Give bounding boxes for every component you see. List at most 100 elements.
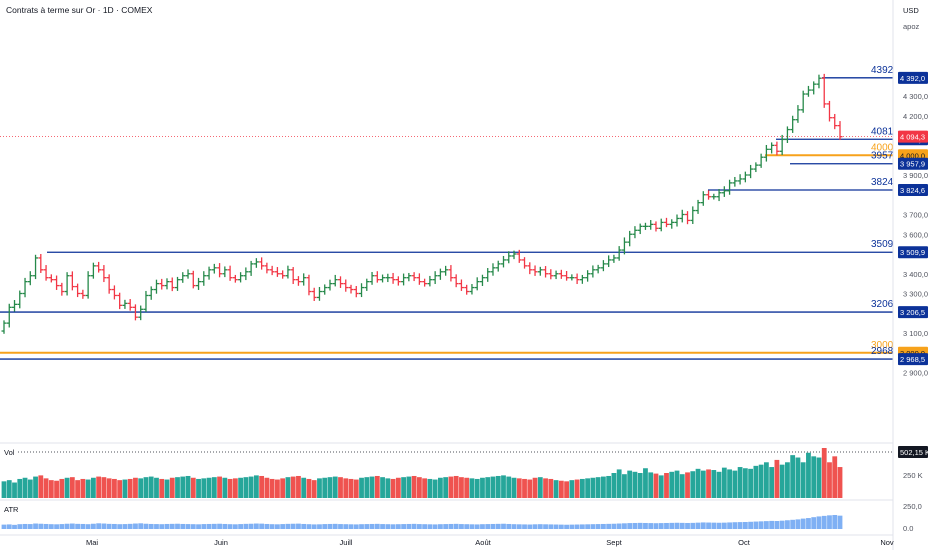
scale-mode-label[interactable]: apoz <box>903 22 920 31</box>
volume-last-tag-label: 502,15 K <box>900 448 930 457</box>
x-tick-label: Sept <box>606 538 622 547</box>
level-tag <box>898 157 928 170</box>
volume-bar <box>106 478 112 498</box>
volume-bar <box>64 477 70 498</box>
volume-bar <box>516 478 522 498</box>
level-tag-label: 4 392,0 <box>900 74 925 83</box>
atr-bar <box>17 524 23 529</box>
y-tick-label: 3 400,0 <box>903 270 928 279</box>
volume-bar <box>369 476 375 498</box>
volume-bar <box>190 477 196 498</box>
volume-bar <box>816 457 822 498</box>
volume-bar <box>574 479 580 498</box>
atr-bar <box>564 524 569 529</box>
atr-bar <box>169 523 175 529</box>
atr-bar <box>806 518 811 529</box>
time-axis[interactable]: Mai Juin Juill Août Sept Oct Nov <box>86 538 894 547</box>
atr-tick-label: 0.0 <box>903 524 913 533</box>
volume-bar <box>522 478 527 498</box>
volume-bar <box>485 477 491 498</box>
atr-bar <box>685 522 690 529</box>
y-tick-label: 3 300,0 <box>903 290 928 299</box>
volume-bar <box>821 448 827 498</box>
atr-bar <box>832 515 838 529</box>
volume-bar <box>290 476 296 498</box>
atr-bar <box>585 524 591 529</box>
atr-bar <box>622 523 627 529</box>
volume-bar <box>406 476 412 498</box>
volume-bar <box>22 477 28 498</box>
atr-bar <box>143 523 149 529</box>
volume-bar <box>416 477 422 498</box>
level-tag-label: 3 206,5 <box>900 308 925 317</box>
volume-bar <box>48 480 54 498</box>
y-tick-label: 4 300,0 <box>903 92 928 101</box>
volume-bar <box>585 478 591 498</box>
atr-bar <box>506 523 512 529</box>
volume-bar <box>674 470 680 498</box>
volume-bar <box>763 462 769 498</box>
atr-bar <box>406 523 412 529</box>
volume-bar <box>411 475 417 498</box>
volume-bar <box>217 476 222 498</box>
atr-bar <box>706 522 711 529</box>
volume-bar <box>96 476 102 498</box>
atr-bar <box>369 523 375 529</box>
atr-bar <box>301 523 307 529</box>
volume-bar <box>133 477 138 498</box>
volume-bar <box>269 478 275 498</box>
volume-bar <box>622 474 627 498</box>
volume-bar <box>716 471 722 498</box>
atr-bar <box>232 524 238 529</box>
atr-bar <box>495 523 501 529</box>
volume-bar <box>753 465 759 498</box>
volume-bar <box>327 477 333 498</box>
atr-bar <box>343 524 349 529</box>
atr-bar <box>217 523 222 529</box>
volume-bar <box>54 480 59 498</box>
atr-bar <box>811 517 817 529</box>
volume-bar <box>122 479 128 498</box>
atr-bar <box>595 524 601 529</box>
volume-bar <box>306 478 312 498</box>
atr-bar <box>664 522 669 529</box>
currency-label: USD <box>903 6 919 15</box>
volume-bar <box>169 477 175 498</box>
atr-bar <box>611 523 617 529</box>
price-axis[interactable]: 4 300,0 4 200,0 3 900,0 3 700,0 3 600,0 3 400… <box>892 0 930 550</box>
atr-bar <box>600 523 606 529</box>
volume-bar <box>695 468 701 498</box>
volume-bar <box>343 478 349 498</box>
atr-bar <box>322 524 328 529</box>
volume-tick-label: 250 K <box>903 471 923 480</box>
atr-bar <box>38 523 44 529</box>
volume-bar <box>127 478 133 498</box>
volume-bar <box>1 481 7 498</box>
atr-bar <box>669 522 675 529</box>
atr-bar <box>464 524 470 529</box>
atr-bar <box>459 524 464 529</box>
atr-bar <box>43 523 49 529</box>
level-label: 3000 <box>871 340 894 351</box>
atr-bar <box>27 524 33 529</box>
atr-bar <box>311 524 317 529</box>
atr-bar <box>485 524 491 529</box>
volume-bar <box>280 478 286 498</box>
volume-bar <box>711 470 717 498</box>
level-label: 3957 <box>871 151 894 162</box>
atr-bar <box>306 524 312 529</box>
volume-bar <box>259 475 265 498</box>
atr-bar <box>527 524 533 529</box>
volume-bar <box>374 475 380 498</box>
volume-bar <box>322 477 328 498</box>
atr-bar <box>795 519 801 529</box>
volume-bar <box>532 477 538 498</box>
volume-bar <box>38 475 44 498</box>
volume-bar <box>143 477 149 498</box>
atr-bar <box>700 522 706 529</box>
volume-bar <box>6 480 12 498</box>
level-label: 3824 <box>871 177 894 188</box>
volume-bar <box>774 459 780 498</box>
atr-tick-label: 250,0 <box>903 502 922 511</box>
